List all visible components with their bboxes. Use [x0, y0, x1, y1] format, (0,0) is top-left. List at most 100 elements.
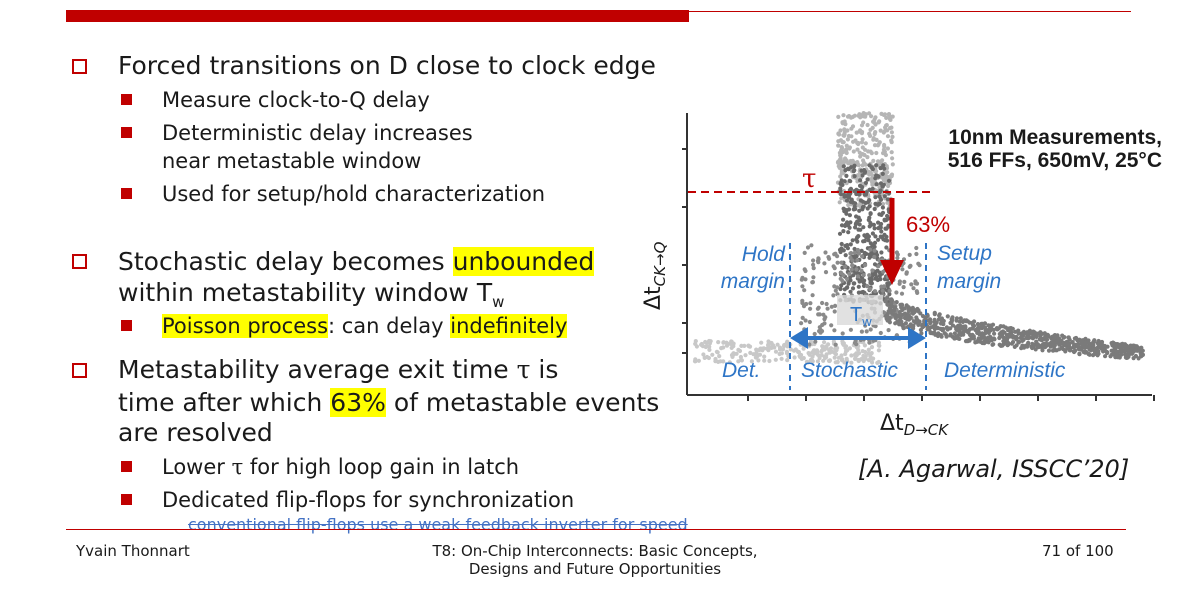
measurement-label-2: 516 FFs, 650mV, 25°C	[948, 149, 1162, 172]
scatter-dot	[844, 198, 850, 203]
scatter-dot	[882, 166, 887, 171]
scatter-dot	[983, 328, 988, 333]
scatter-dot	[1140, 352, 1145, 357]
scatter-dot	[903, 321, 908, 326]
scatter-dot	[829, 304, 834, 309]
scatter-dot	[870, 360, 875, 365]
scatter-dot	[888, 297, 894, 302]
scatter-dot	[872, 248, 877, 253]
scatter-dot	[850, 238, 855, 243]
footer-title: T8: On-Chip Interconnects: Basic Concept…	[432, 542, 758, 578]
scatter-dot	[887, 281, 892, 286]
scatter-dot	[758, 346, 763, 351]
scatter-dot	[1109, 341, 1114, 346]
scatter-dot	[913, 281, 918, 286]
scatter-dot	[825, 306, 830, 311]
scatter-dot	[861, 289, 866, 295]
scatter-dot	[966, 329, 971, 334]
scatter-dot	[819, 329, 825, 334]
scatter-dot	[855, 247, 860, 253]
scatter-dot	[1004, 337, 1010, 342]
scatter-dot	[1114, 349, 1119, 354]
scatter-dot	[1004, 340, 1009, 345]
scatter-dot	[872, 117, 877, 122]
scatter-dot	[807, 319, 812, 325]
scatter-dot	[876, 348, 881, 353]
scatter-dot	[854, 187, 859, 192]
scatter-dot	[876, 264, 881, 269]
metastability-scatter-figure: 10nm Measurements, 516 FFs, 650mV, 25°C …	[641, 111, 1162, 439]
scatter-dot	[895, 255, 900, 261]
scatter-dot	[815, 258, 820, 263]
scatter-dot	[1108, 354, 1113, 359]
scatter-dot	[894, 290, 899, 295]
bullet-box-2	[72, 254, 87, 269]
scatter-dot	[846, 281, 851, 286]
scatter-dot	[984, 338, 989, 343]
scatter-dot	[841, 133, 846, 138]
bullet-box-1	[72, 59, 87, 74]
scatter-dot	[843, 243, 848, 248]
scatter-dot	[1014, 336, 1019, 341]
scatter-dot	[1081, 343, 1086, 348]
scatter-dot	[859, 268, 864, 273]
scatter-dot	[1033, 347, 1038, 352]
scatter-dot	[811, 266, 816, 271]
scatter-dot	[773, 349, 779, 354]
scatter-dot	[878, 330, 883, 336]
scatter-dot	[878, 277, 883, 282]
scatter-dot	[942, 331, 947, 336]
bullet-2-sub-1: Poisson process: can delay indefinitely	[162, 314, 568, 338]
scatter-dot	[908, 263, 913, 268]
scatter-dot	[872, 226, 877, 231]
scatter-dot	[1040, 342, 1046, 347]
bullet-3-line-2: time after which 63% of metastable event…	[118, 388, 660, 417]
scatter-dot	[1099, 344, 1104, 349]
scatter-dot	[917, 320, 922, 325]
scatter-dot	[1057, 338, 1062, 343]
scatter-dot	[887, 292, 892, 297]
scatter-dot	[838, 276, 843, 281]
scatter-dot	[823, 315, 828, 320]
scatter-dot	[857, 208, 862, 213]
scatter-dot	[779, 351, 784, 356]
scatter-dot	[889, 140, 894, 145]
scatter-dot	[882, 218, 887, 223]
scatter-dot	[835, 260, 840, 265]
scatter-dot	[843, 349, 849, 354]
scatter-dot	[870, 231, 875, 236]
scatter-dot	[811, 275, 816, 280]
scatter-dot	[833, 288, 838, 293]
scatter-dot	[852, 174, 857, 179]
scatter-dot	[799, 356, 804, 361]
scatter-dot	[979, 324, 984, 329]
scatter-dot	[883, 299, 888, 304]
scatter-dot	[863, 349, 868, 355]
scatter-dot	[1003, 325, 1008, 330]
scatter-dot	[1104, 349, 1109, 355]
scatter-dot	[840, 339, 845, 344]
scatter-dot	[846, 207, 852, 212]
scatter-dot	[856, 227, 861, 232]
scatter-dot	[705, 340, 710, 345]
scatter-dot	[700, 344, 705, 349]
scatter-dot	[885, 197, 890, 202]
tw-arrow-left-head	[790, 327, 808, 349]
scatter-dot	[877, 212, 882, 217]
scatter-dot	[873, 201, 878, 206]
scatter-dot	[885, 302, 890, 307]
scatter-dot	[1113, 342, 1118, 347]
scatter-dot	[716, 340, 721, 345]
scatter-dot	[823, 355, 828, 361]
scatter-dot	[839, 241, 844, 247]
scatter-dot	[1124, 343, 1129, 348]
scatter-dot	[882, 194, 887, 199]
scatter-dot	[863, 141, 868, 146]
scatter-dot	[832, 309, 837, 314]
scatter-dot	[864, 329, 869, 334]
scatter-dot	[868, 280, 873, 285]
scatter-dot	[839, 178, 844, 183]
scatter-dot	[1136, 356, 1141, 361]
scatter-dot	[764, 346, 770, 351]
scatter-dot	[844, 173, 849, 178]
